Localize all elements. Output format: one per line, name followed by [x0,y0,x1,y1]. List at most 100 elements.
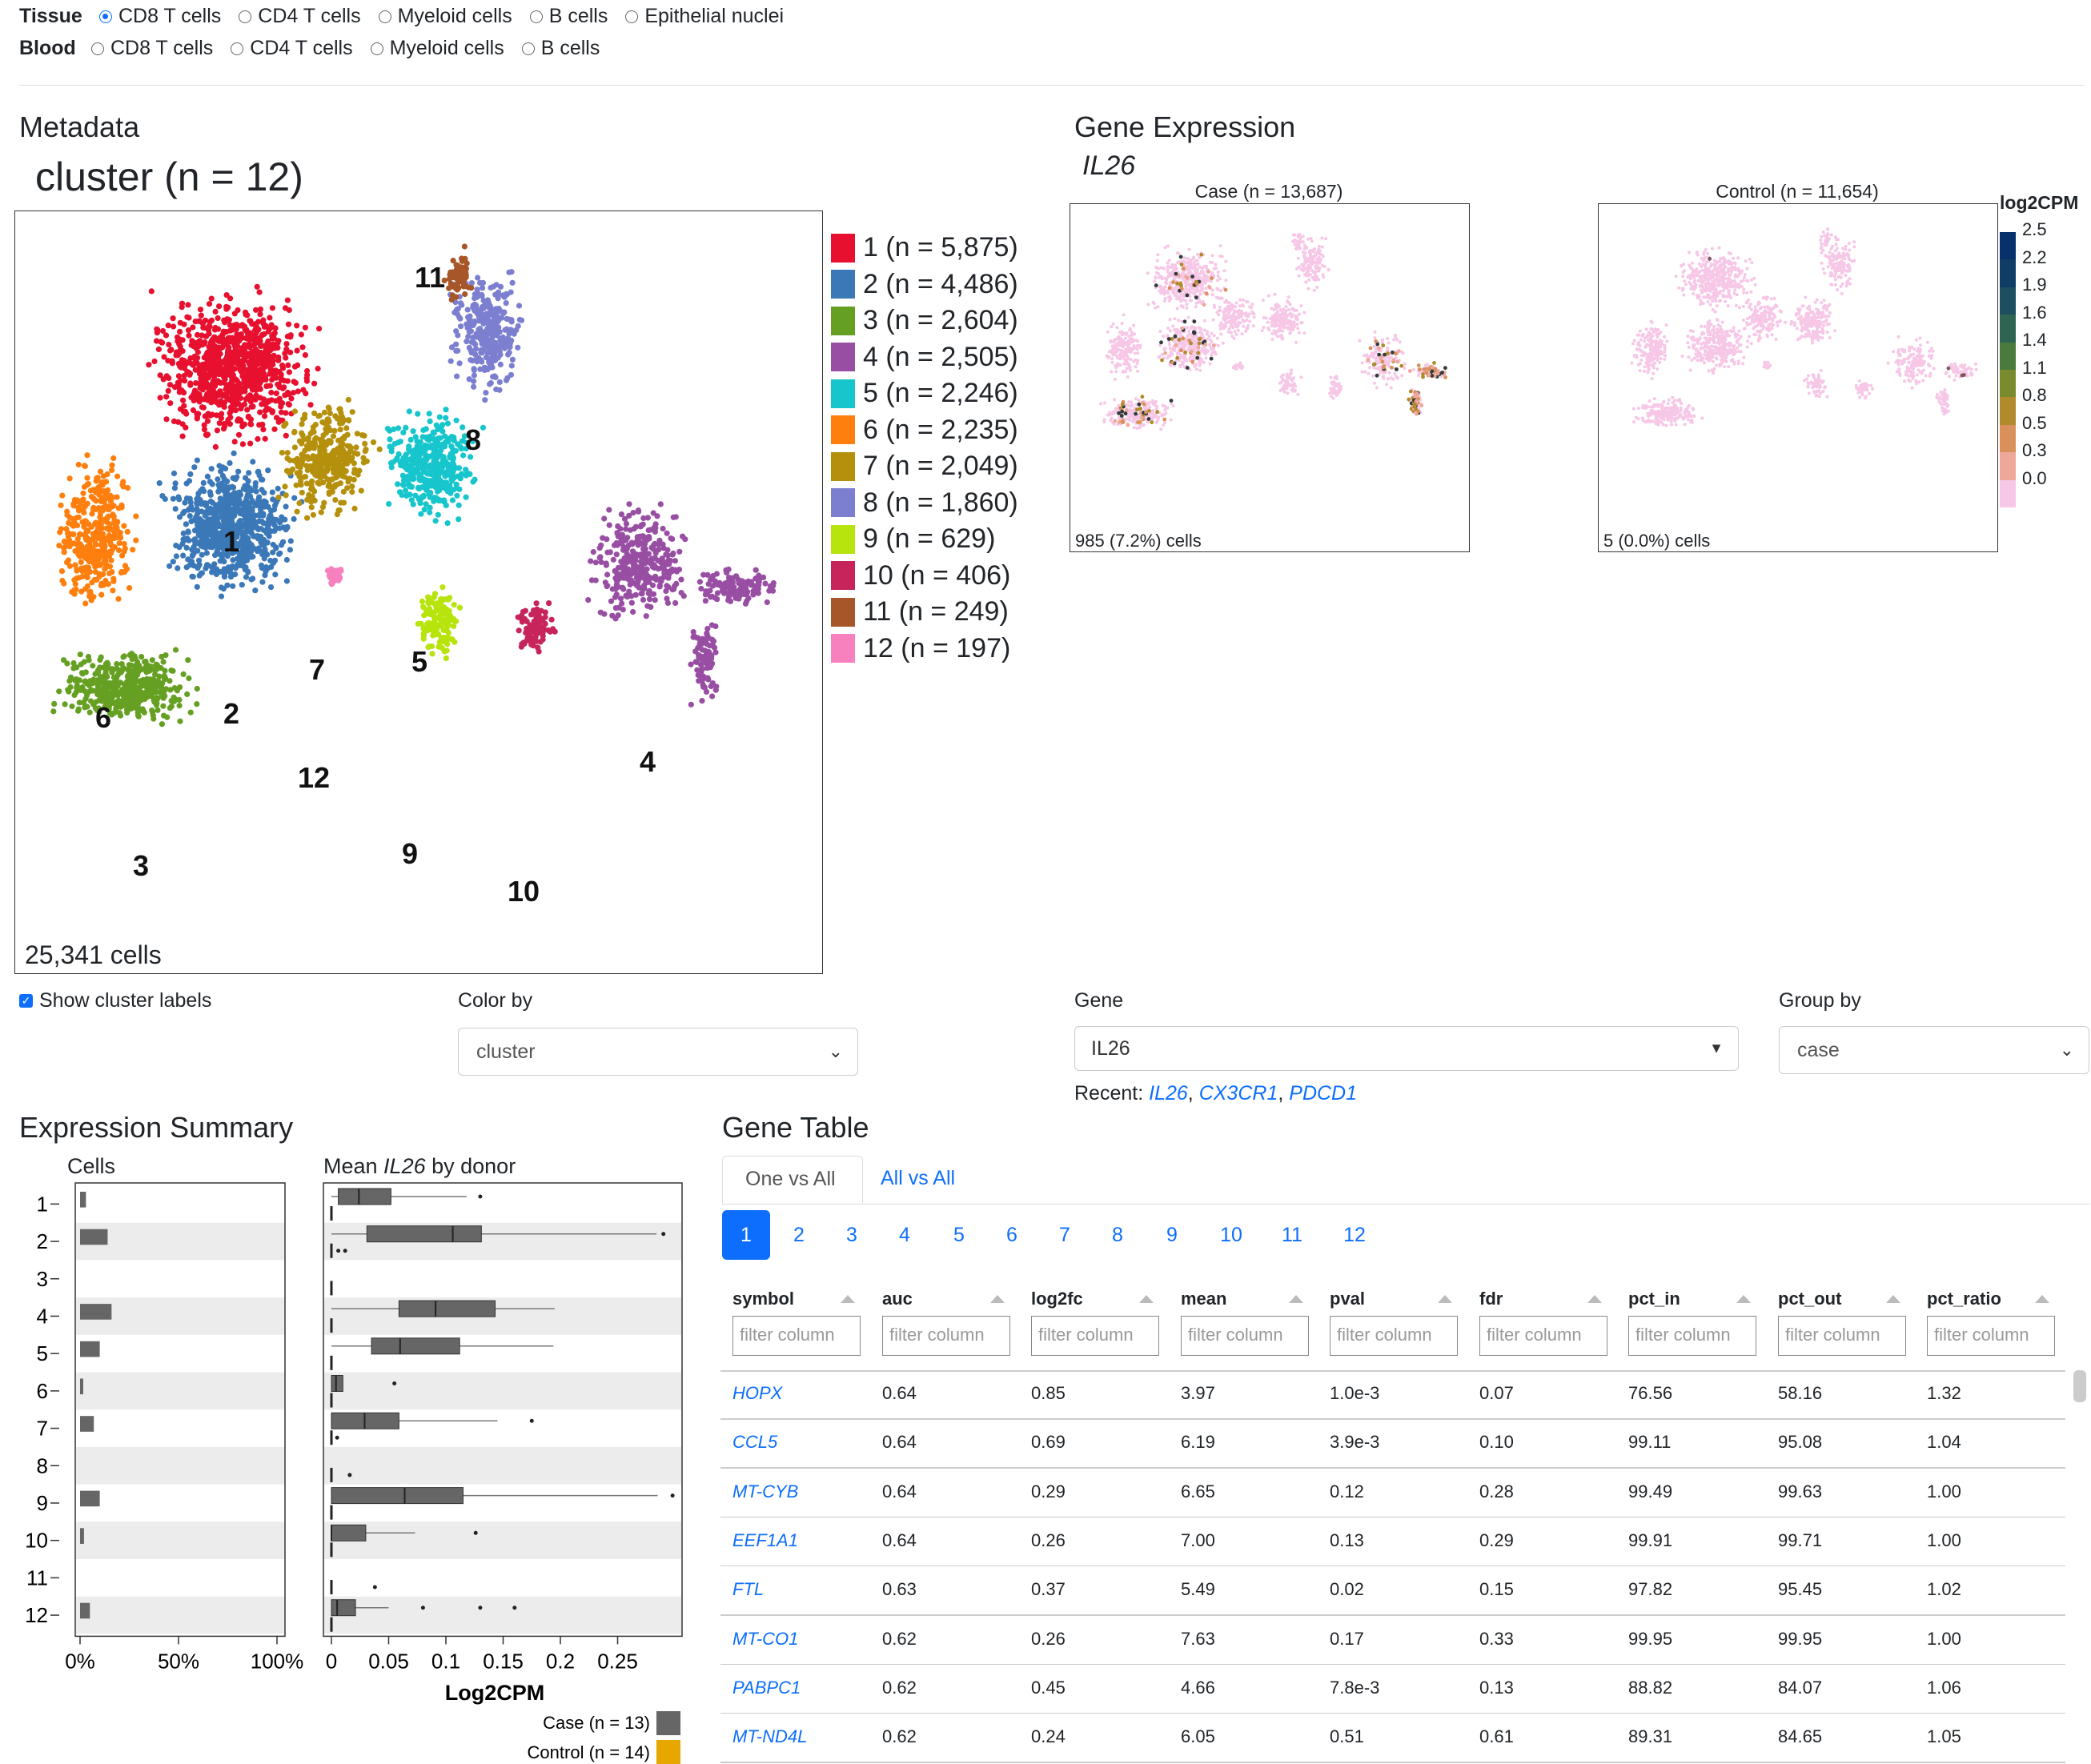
expression-point [1214,267,1218,270]
umap-point-cluster-1 [198,312,204,319]
umap-point-cluster-4 [642,560,648,567]
radio-blood-bcells[interactable]: B cells [521,37,600,60]
umap-point-cluster-7 [340,488,347,495]
radio-tissue-epithelial[interactable]: Epithelial nuclei [625,5,784,28]
umap-point-cluster-6 [114,519,121,525]
umap-point-cluster-4 [638,564,645,571]
umap-point-cluster-6 [72,581,78,587]
umap-point-cluster-3 [129,691,135,698]
umap-point-cluster-4 [713,684,720,690]
legend-item-cluster-10[interactable]: 10 (n = 406) [831,560,1010,591]
expression-point [1168,318,1172,322]
umap-point-cluster-2 [194,583,200,590]
umap-point-cluster-2 [203,550,210,556]
legend-label: 11 (n = 249) [863,596,1009,627]
umap-point-cluster-2 [215,482,222,488]
umap-point-cluster-1 [217,367,223,373]
legend-swatch [831,634,855,663]
legend-item-cluster-4[interactable]: 4 (n = 2,505) [831,342,1018,373]
expression-point [1175,251,1179,255]
legend-item-cluster-3[interactable]: 3 (n = 2,604) [831,305,1018,336]
legend-item-cluster-9[interactable]: 9 (n = 629) [831,523,995,555]
umap-point-cluster-2 [209,499,216,506]
umap-point-cluster-4 [630,510,636,516]
radio-tissue-bcells[interactable]: B cells [529,5,608,28]
legend-item-cluster-8[interactable]: 8 (n = 1,860) [831,487,1018,519]
umap-point-cluster-1 [268,389,275,396]
umap-point-cluster-1 [311,380,318,387]
legend-item-cluster-7[interactable]: 7 (n = 2,049) [831,451,1018,482]
umap-point-cluster-1 [260,427,267,433]
umap-point-cluster-3 [149,657,155,664]
umap-point-cluster-3 [78,687,84,693]
umap-point-cluster-4 [657,501,664,507]
umap-point-cluster-8 [508,337,515,344]
radio-tissue-cd4[interactable]: CD4 T cells [239,5,361,28]
umap-point-cluster-1 [264,405,271,411]
legend-item-cluster-1[interactable]: 1 (n = 5,875) [831,232,1018,263]
umap-point-cluster-3 [136,686,142,692]
radio-tissue-cd8[interactable]: CD8 T cells [99,5,221,28]
divider [19,85,2085,86]
umap-point-cluster-6 [70,531,77,538]
umap-cluster-plot[interactable]: 1 2 3 4 5 6 7 8 9 10 11 12 25,341 cells [14,210,823,974]
umap-point-cluster-1 [146,362,152,368]
umap-point-cluster-6 [112,530,118,536]
legend-item-cluster-12[interactable]: 12 (n = 197) [831,633,1010,664]
umap-point-cluster-7 [304,467,311,474]
umap-point-cluster-7 [351,505,358,511]
expression-point [1173,294,1177,298]
umap-point-cluster-1 [167,400,174,407]
expression-point [1202,328,1206,332]
umap-point-cluster-4 [614,570,620,577]
umap-point-cluster-5 [443,407,449,413]
umap-point-cluster-1 [151,358,158,365]
umap-point-cluster-3 [92,705,98,712]
umap-point-cluster-1 [247,318,254,324]
umap-point-cluster-2 [199,486,206,492]
umap-point-cluster-2 [235,490,242,496]
umap-point-cluster-5 [427,490,434,496]
radio-blood-cd4[interactable]: CD4 T cells [231,37,353,60]
umap-point-cluster-3 [118,712,124,719]
radio-tissue-myeloid[interactable]: Myeloid cells [378,5,512,28]
umap-point-cluster-3 [194,701,200,708]
umap-point-cluster-4 [762,580,769,587]
umap-point-cluster-2 [284,523,291,530]
umap-point-cluster-3 [108,666,114,672]
show-labels-checkbox[interactable]: ✓ Show cluster labels [19,989,211,1012]
umap-point-cluster-7 [325,424,331,431]
umap-point-cluster-4 [635,578,641,584]
umap-point-cluster-4 [601,611,608,617]
case-expression-plot[interactable]: 985 (7.2%) cells [1070,203,1470,552]
legend-item-cluster-11[interactable]: 11 (n = 249) [831,596,1009,627]
umap-point-cluster-1 [243,309,249,315]
legend-item-cluster-6[interactable]: 6 (n = 2,235) [831,415,1018,446]
umap-point-cluster-6 [124,528,130,535]
umap-point-cluster-3 [151,699,158,705]
radio-blood-myeloid[interactable]: Myeloid cells [370,37,504,60]
umap-point-cluster-4 [676,548,683,555]
umap-point-cluster-7 [299,421,305,427]
umap-point-cluster-1 [272,398,279,404]
umap-point-cluster-1 [225,364,231,371]
umap-point-cluster-3 [73,689,79,696]
cluster-label-7: 7 [309,653,325,686]
umap-point-cluster-4 [696,641,703,647]
expression-point [1194,367,1198,371]
umap-point-cluster-5 [397,489,403,495]
color-by-value: cluster [476,1040,536,1063]
umap-point-cluster-5 [410,501,416,507]
umap-point-cluster-5 [428,483,435,489]
umap-point-cluster-5 [431,430,437,436]
umap-point-cluster-1 [283,432,289,439]
umap-point-cluster-8 [453,328,460,335]
show-labels-text: Show cluster labels [39,989,212,1012]
radio-blood-cd8[interactable]: CD8 T cells [91,37,213,60]
legend-item-cluster-5[interactable]: 5 (n = 2,246) [831,378,1018,409]
legend-item-cluster-2[interactable]: 2 (n = 4,486) [831,269,1018,300]
umap-point-cluster-2 [183,564,190,571]
umap-point-cluster-1 [201,340,207,347]
umap-point-cluster-3 [78,661,84,668]
color-by-select[interactable]: cluster ⌄ [458,1028,858,1076]
